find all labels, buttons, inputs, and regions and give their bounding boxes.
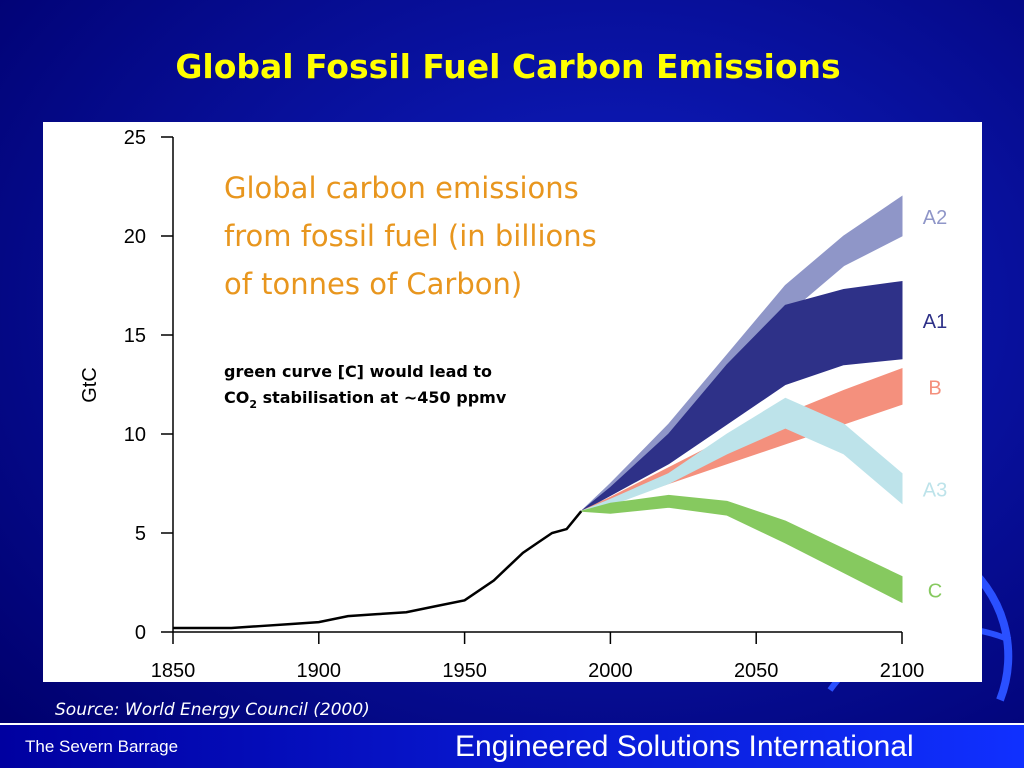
history-line	[173, 510, 583, 630]
scenario-band	[580, 280, 903, 512]
heading: of tonnes of Carbon)	[224, 267, 522, 301]
note-text: CO	[224, 388, 249, 407]
x-tick-label: 1850	[151, 660, 196, 682]
x-tick-label: 2000	[588, 660, 633, 682]
y-tick-label: 25	[124, 127, 146, 149]
band-label: A2	[923, 207, 947, 229]
slide-title: Global Fossil Fuel Carbon Emissions	[175, 47, 840, 86]
heading: from fossil fuel (in billions	[224, 219, 597, 253]
x-tick-label: 1900	[297, 660, 342, 682]
band-label: C	[928, 580, 942, 602]
y-tick-label: 0	[135, 622, 146, 644]
x-tick-label: 2100	[880, 660, 925, 682]
scenario-band	[581, 494, 903, 604]
y-tick-label: 10	[124, 424, 146, 446]
band-label: B	[928, 377, 941, 399]
note: green curve [C] would lead to	[224, 362, 492, 381]
note-text: stabilisation at ~450 ppmv	[257, 388, 507, 407]
source: Source: World Energy Council (2000)	[55, 700, 370, 720]
heading: Global carbon emissions	[224, 171, 579, 205]
scenario-band	[581, 397, 903, 512]
plot: 0 5 10 15 20 25 1850 1900 1950 2000 2050 2100 GtC A2 A…	[79, 127, 947, 682]
y-axis-label: GtC	[79, 367, 101, 403]
footer-bar	[0, 724, 1024, 768]
band-label: A3	[923, 479, 947, 501]
footer-left: The Severn Barrage	[25, 737, 178, 756]
note: CO2 stabilisation at ~450 ppmv	[224, 388, 507, 411]
y-tick-label: 15	[124, 325, 146, 347]
y-tick-label: 5	[135, 523, 146, 545]
x-tick-label: 1950	[442, 660, 487, 682]
y-tick-label: 20	[124, 226, 146, 248]
band-label: A1	[923, 311, 947, 333]
x-tick-label: 2050	[734, 660, 779, 682]
note-subscript: 2	[249, 398, 257, 411]
footer-right: Engineered Solutions International	[455, 730, 914, 763]
